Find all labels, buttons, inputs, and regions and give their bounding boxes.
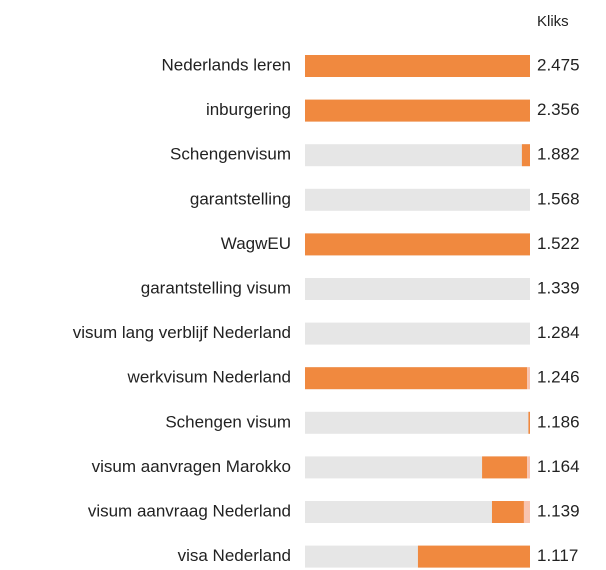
row-label: visum aanvragen Marokko [92, 457, 291, 476]
orange-segment [417, 545, 530, 568]
bar-background [305, 501, 530, 523]
orange-segment [305, 367, 528, 390]
pink-segment [523, 501, 530, 523]
row-label: WagwEU [221, 234, 291, 253]
clicks-value: 1.164 [537, 457, 580, 476]
clicks-value: 1.186 [537, 412, 580, 431]
clicks-value: 2.475 [537, 55, 580, 74]
clicks-value: 1.246 [537, 368, 580, 387]
bar-background [305, 278, 530, 300]
clicks-value: 1.882 [537, 145, 580, 164]
clicks-value: 1.568 [537, 189, 580, 208]
orange-segment [305, 233, 530, 256]
pink-segment [527, 456, 530, 479]
bar-background [305, 144, 530, 167]
orange-segment [305, 99, 530, 122]
row-label: garantstelling [190, 189, 291, 208]
row-label: Schengen visum [165, 412, 291, 431]
row-label: Schengenvisum [170, 145, 291, 164]
row-label: visum aanvraag Nederland [88, 501, 291, 520]
row-label: Nederlands leren [162, 55, 291, 74]
row-label: werkvisum Nederland [127, 368, 291, 387]
orange-segment [482, 456, 528, 479]
bar-background [305, 411, 530, 434]
bar-background [305, 188, 530, 211]
orange-segment [521, 144, 530, 167]
clicks-value: 1.139 [537, 501, 580, 520]
clicks-value: 2.356 [537, 100, 580, 119]
row-label: visa Nederland [178, 546, 291, 565]
row-label: inburgering [206, 100, 291, 119]
clicks-value: 1.284 [537, 323, 580, 342]
row-label: visum lang verblijf Nederland [73, 323, 291, 342]
pink-segment [527, 367, 530, 390]
bar-background [305, 322, 530, 345]
orange-segment [491, 501, 524, 523]
clicks-value: 1.339 [537, 278, 580, 297]
orange-segment [528, 411, 530, 434]
column-header: Kliks [537, 13, 569, 30]
row-label: garantstelling visum [141, 278, 291, 297]
bar-background [305, 456, 530, 479]
clicks-value: 1.117 [537, 546, 578, 565]
orange-segment [305, 55, 530, 77]
clicks-value: 1.522 [537, 234, 580, 253]
